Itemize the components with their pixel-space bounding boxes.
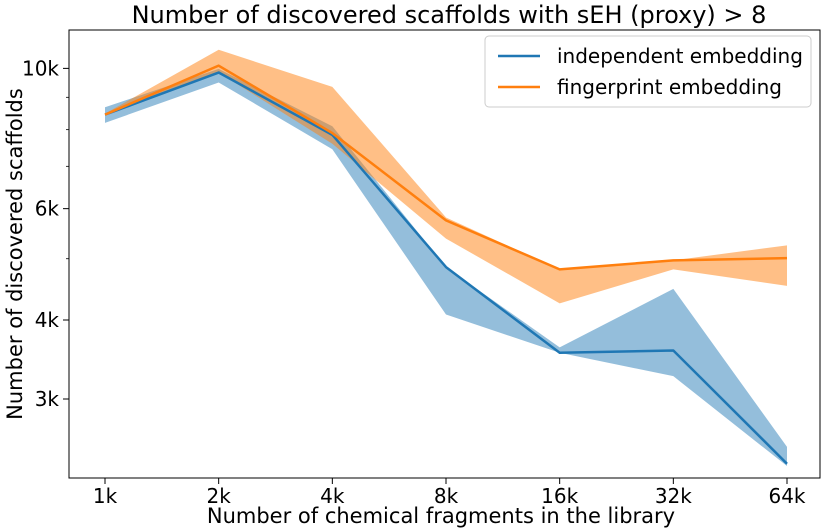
y-axis-label: Number of discovered scaffolds (3, 88, 27, 420)
x-tick-label: 64k (768, 484, 805, 508)
y-tick-label: 6k (35, 197, 60, 221)
confidence-bands (105, 49, 787, 467)
x-tick-label: 16k (541, 484, 578, 508)
legend-label-independent: independent embedding (557, 44, 803, 68)
x-axis-label: Number of chemical fragments in the libr… (207, 504, 675, 528)
legend-box (484, 35, 812, 108)
line-fingerprint-embedding (104, 64, 788, 271)
x-axis: 1k 2k 4k 8k 16k 32k 64k (93, 478, 806, 508)
x-tick-label: 4k (320, 484, 345, 508)
chart-title: Number of discovered scaffolds with sEH … (132, 1, 767, 29)
x-tick-label: 8k (434, 484, 459, 508)
line-independent-embedding (104, 71, 788, 465)
y-tick-label: 4k (35, 308, 60, 332)
y-axis: 3k 4k 6k 10k (22, 56, 69, 411)
series-lines (104, 64, 788, 465)
y-tick-label: 10k (22, 56, 59, 80)
legend: independent embedding fingerprint embedd… (484, 35, 812, 108)
legend-label-fingerprint: fingerprint embedding (557, 75, 782, 99)
y-tick-label: 3k (35, 387, 60, 411)
plot-frame (68, 29, 821, 479)
x-tick-label: 1k (93, 484, 118, 508)
x-tick-label: 2k (207, 484, 232, 508)
x-tick-label: 32k (655, 484, 692, 508)
